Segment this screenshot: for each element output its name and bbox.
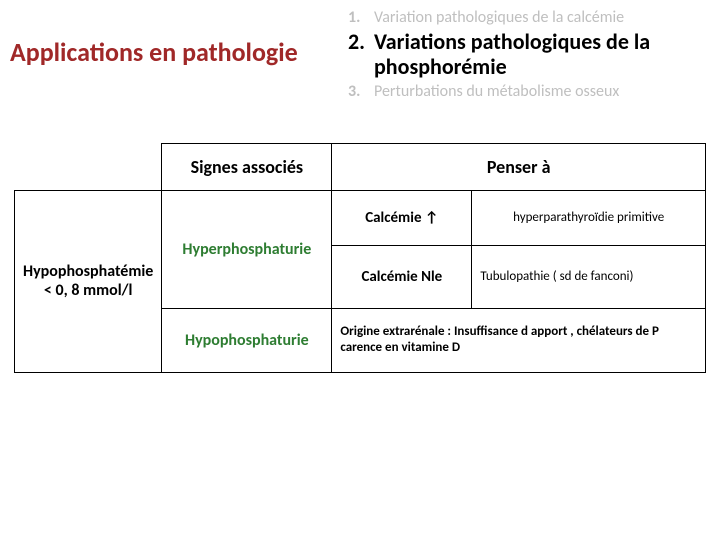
cell-hyperphosphaturie: Hyperphosphaturie (162, 190, 332, 308)
col-header-think: Penser à (332, 143, 706, 190)
cell-calcemie-up: Calcémie ↑ (332, 190, 472, 245)
outline-item-2: 2. Variations pathologiques de la phosph… (348, 29, 710, 80)
outline-list: 1. Variation pathologiques de la calcémi… (340, 8, 710, 103)
header-row: Applications en pathologie 1. Variation … (0, 0, 720, 113)
cell-hypophosphaturie: Hypophosphaturie (162, 308, 332, 372)
outline-text: Variations pathologiques de la phosphoré… (374, 29, 710, 80)
cell-hyperparathyroidie: hyperparathyroïdie primitive (472, 190, 706, 245)
col-header-signs: Signes associés (162, 143, 332, 190)
outline-text: Perturbations du métabolisme osseux (374, 82, 619, 101)
pathology-table-wrap: Signes associés Penser à Hypophosphatémi… (14, 143, 706, 373)
table-row: Hypophosphatémie < 0, 8 mmol/l Hyperphos… (15, 190, 706, 245)
empty-cell (15, 143, 162, 190)
row-label-line2: < 0, 8 mmol/l (44, 281, 133, 300)
outline-item-1: 1. Variation pathologiques de la calcémi… (348, 8, 710, 27)
outline-num: 3. (348, 82, 366, 101)
outline-num: 1. (348, 8, 366, 27)
cell-origine-extrarenale: Origine extrarénale : Insuffisance d app… (332, 308, 706, 372)
row-label-hypo: Hypophosphatémie < 0, 8 mmol/l (15, 190, 162, 372)
page-title: Applications en pathologie (10, 8, 340, 67)
cell-tubulopathie: Tubulopathie ( sd de fanconi) (472, 245, 706, 308)
outline-text: Variation pathologiques de la calcémie (374, 8, 624, 27)
cell-calcemie-nle: Calcémie Nle (332, 245, 472, 308)
pathology-table: Signes associés Penser à Hypophosphatémi… (14, 143, 706, 373)
outline-num: 2. (348, 29, 366, 54)
table-header-row: Signes associés Penser à (15, 143, 706, 190)
outline-item-3: 3. Perturbations du métabolisme osseux (348, 82, 710, 101)
row-label-line1: Hypophosphatémie (23, 262, 153, 281)
